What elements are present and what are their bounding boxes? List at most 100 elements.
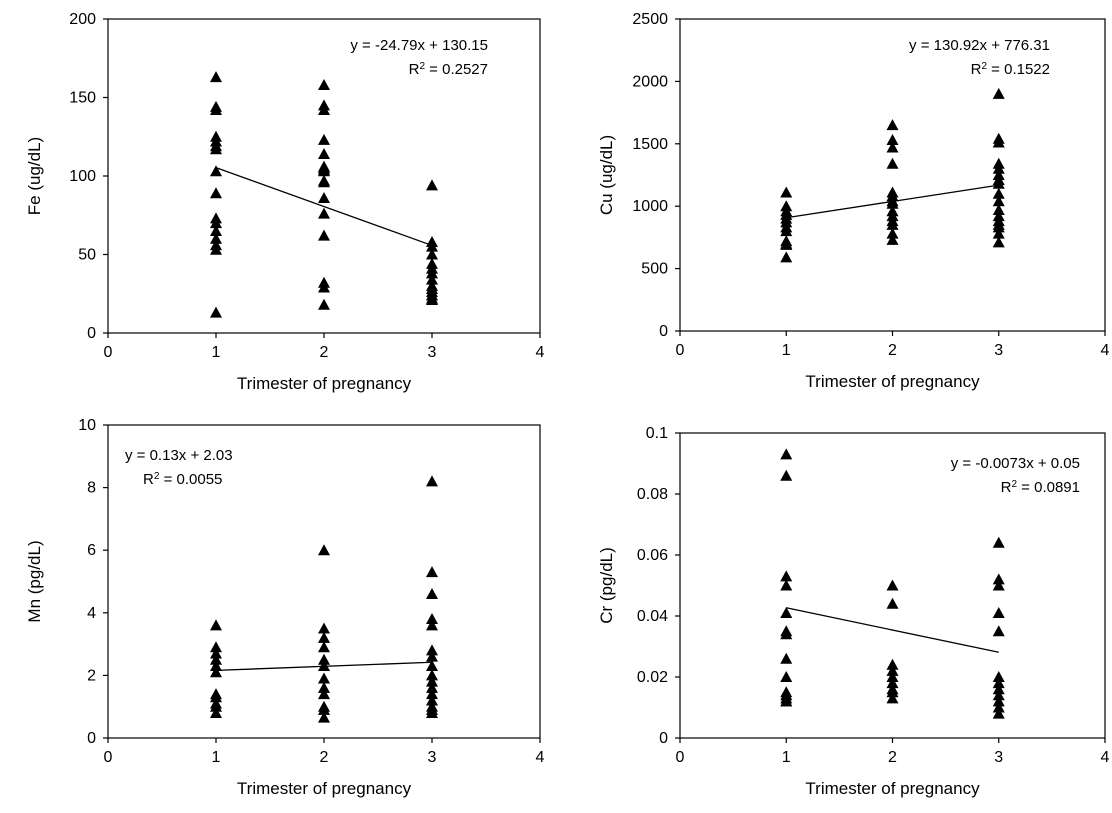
x-axis-title: Trimester of pregnancy [237, 779, 412, 798]
data-point [210, 706, 222, 718]
data-point [210, 647, 222, 659]
data-point [318, 298, 330, 310]
data-point [886, 664, 899, 676]
data-point [780, 652, 793, 664]
y-tick-label: 0.1 [646, 425, 668, 442]
data-point [210, 232, 222, 244]
x-tick-label: 2 [320, 344, 329, 361]
data-point [992, 136, 1005, 148]
data-point [886, 658, 899, 670]
data-point [318, 711, 330, 723]
data-point [780, 469, 793, 481]
x-axis-title: Trimester of pregnancy [237, 374, 412, 393]
data-point [992, 536, 1005, 548]
data-point [992, 162, 1005, 174]
y-tick-label: 100 [69, 168, 96, 185]
x-tick-label: 1 [212, 749, 221, 766]
chart-panel-1: 0 50 100 150 200 0 1 2 3 4 Trimester of pregnancy F… [25, 11, 545, 393]
y-tick-label: 2 [87, 667, 96, 684]
x-tick-label: 4 [1101, 342, 1110, 359]
y-tick-label: 50 [78, 247, 96, 264]
data-point [992, 625, 1005, 637]
data-point [426, 475, 438, 487]
data-point [992, 177, 1005, 189]
x-tick-label: 4 [536, 749, 545, 766]
r-squared-value: = 0.2527 [425, 61, 488, 78]
y-tick-label: 4 [87, 605, 96, 622]
x-axis-title: Trimester of pregnancy [805, 372, 980, 391]
data-point [426, 681, 438, 693]
data-point [886, 197, 899, 209]
data-point [992, 87, 1005, 99]
chart-panel-2: 0 500 1000 1500 2000 2500 0 1 2 3 4 Trimester of pr… [597, 11, 1110, 391]
data-point [886, 579, 899, 591]
r-squared-exponent: 2 [419, 61, 425, 72]
r-squared-symbol: R [143, 471, 154, 488]
data-point [210, 691, 222, 703]
trendline-r-squared: R2 = 0.0055 [143, 471, 222, 489]
x-tick-label: 2 [888, 342, 897, 359]
data-point [210, 143, 222, 155]
data-point [318, 162, 330, 174]
data-point [992, 203, 1005, 215]
y-tick-label: 1500 [632, 136, 668, 153]
data-point [318, 681, 330, 693]
x-tick-label: 3 [428, 749, 437, 766]
trendline-equation: y = -0.0073x + 0.05 [951, 455, 1080, 472]
data-point [780, 186, 793, 198]
data-point [210, 666, 222, 678]
x-tick-label: 3 [428, 344, 437, 361]
data-point [992, 606, 1005, 618]
data-point [992, 236, 1005, 248]
data-point [426, 688, 438, 700]
data-point [886, 597, 899, 609]
data-point [426, 566, 438, 578]
data-point [210, 224, 222, 236]
x-tick-label: 0 [104, 749, 113, 766]
data-point [992, 187, 1005, 199]
data-point [318, 653, 330, 665]
data-point [426, 273, 438, 285]
data-point [886, 218, 899, 230]
data-point [426, 706, 438, 718]
data-point [886, 134, 899, 146]
r-squared-symbol: R [409, 61, 420, 78]
trendline-equation: y = -24.79x + 130.15 [350, 37, 488, 54]
x-tick-label: 3 [994, 749, 1003, 766]
data-point [318, 622, 330, 634]
y-tick-label: 0 [659, 323, 668, 340]
y-tick-label: 2000 [632, 73, 668, 90]
y-tick-label: 0.02 [637, 669, 668, 686]
data-point [210, 71, 222, 83]
data-point [318, 104, 330, 116]
data-point [992, 701, 1005, 713]
data-point [318, 176, 330, 188]
data-point [426, 619, 438, 631]
data-point [318, 229, 330, 241]
data-point [210, 243, 222, 255]
data-point [210, 165, 222, 177]
x-tick-label: 0 [104, 344, 113, 361]
data-point [210, 653, 222, 665]
y-tick-label: 0.04 [637, 608, 668, 625]
y-tick-label: 0.06 [637, 547, 668, 564]
data-point [992, 671, 1005, 682]
data-point [426, 179, 438, 191]
chart-panel-3: 0 2 4 6 8 10 0 1 2 3 4 Trimester of pregnancy Mn (pg… [25, 417, 545, 798]
data-point [780, 628, 793, 640]
data-point [426, 660, 438, 672]
r-squared-value: = 0.0055 [159, 471, 222, 488]
data-point [210, 660, 222, 672]
chart-panel-4: 0 0.02 0.04 0.06 0.08 0.1 0 1 2 3 4 Trimester of pr… [597, 425, 1110, 798]
y-tick-label: 10 [78, 417, 96, 434]
data-point [992, 195, 1005, 207]
y-tick-label: 6 [87, 542, 96, 559]
data-point [426, 248, 438, 260]
data-point [426, 588, 438, 600]
data-point [886, 686, 899, 698]
y-tick-label: 2500 [632, 11, 668, 28]
x-tick-label: 2 [888, 749, 897, 766]
data-point [318, 703, 330, 715]
data-point [992, 579, 1005, 591]
